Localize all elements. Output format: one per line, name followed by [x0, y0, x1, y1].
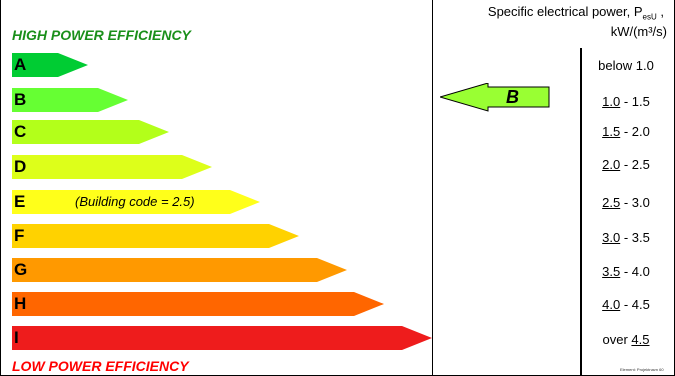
range-u: 2.0 — [602, 157, 621, 172]
range-post: - 1.5 — [620, 94, 650, 109]
range-u: 3.0 — [602, 230, 621, 245]
divider-line — [432, 0, 433, 376]
range-post: - 2.5 — [620, 157, 650, 172]
class-letter: G — [14, 260, 28, 279]
range-scale-line — [580, 48, 582, 376]
class-bar-h: H — [12, 292, 384, 316]
range-post: - 2.0 — [620, 124, 650, 139]
range-u: 2.5 — [602, 195, 621, 210]
range-row: over 4.5 — [582, 332, 670, 347]
range-post: - 4.0 — [620, 264, 650, 279]
class-bar-e: E (Building code = 2.5) — [12, 190, 260, 214]
range-row: 2.5 - 3.0 — [582, 195, 670, 210]
range-post: - 3.0 — [620, 195, 650, 210]
range-row: 3.5 - 4.0 — [582, 264, 670, 279]
class-letter: E — [14, 192, 26, 211]
class-letter: H — [14, 294, 27, 313]
range-row: 3.0 - 3.5 — [582, 230, 670, 245]
range-u: 1.5 — [602, 124, 621, 139]
class-bar-c: C — [12, 120, 169, 144]
high-efficiency-banner: HIGH POWER EFFICIENCY — [12, 27, 191, 43]
class-letter: I — [14, 328, 19, 347]
range-row: 1.0 - 1.5 — [582, 94, 670, 109]
class-letter: D — [14, 157, 27, 176]
range-u: 4.0 — [602, 297, 621, 312]
class-bar-g: G — [12, 258, 347, 282]
header-title: Specific electrical power, PesU , — [487, 4, 664, 22]
header-unit: kW/(m³/s) — [610, 24, 667, 39]
pointer-outline-icon — [440, 83, 550, 112]
low-efficiency-banner: LOW POWER EFFICIENCY — [12, 358, 189, 374]
credit-text: Element: Projektnavn 60 — [620, 367, 664, 372]
range-row: below 1.0 — [582, 58, 670, 73]
class-bar-f: F — [12, 224, 299, 248]
range-pre: below 1.0 — [598, 58, 654, 73]
class-bar-d: D — [12, 155, 212, 179]
current-class-letter: B — [506, 87, 519, 107]
class-bar-i: I — [12, 326, 432, 350]
range-pre: over — [602, 332, 632, 347]
range-row: 2.0 - 2.5 — [582, 157, 670, 172]
range-u: 4.5 — [631, 332, 650, 347]
range-row: 1.5 - 2.0 — [582, 124, 670, 139]
class-letter: F — [14, 226, 25, 245]
range-post: - 4.5 — [620, 297, 650, 312]
class-letter: C — [14, 122, 27, 141]
range-u: 1.0 — [602, 94, 621, 109]
class-bar-b: B — [12, 88, 128, 112]
class-letter: A — [14, 55, 27, 74]
range-row: 4.0 - 4.5 — [582, 297, 670, 312]
building-code-note: (Building code = 2.5) — [75, 194, 195, 209]
range-post: - 3.5 — [620, 230, 650, 245]
class-letter: B — [14, 90, 27, 109]
left-border — [0, 0, 1, 376]
range-u: 3.5 — [602, 264, 621, 279]
class-bar-a: A — [12, 53, 88, 77]
